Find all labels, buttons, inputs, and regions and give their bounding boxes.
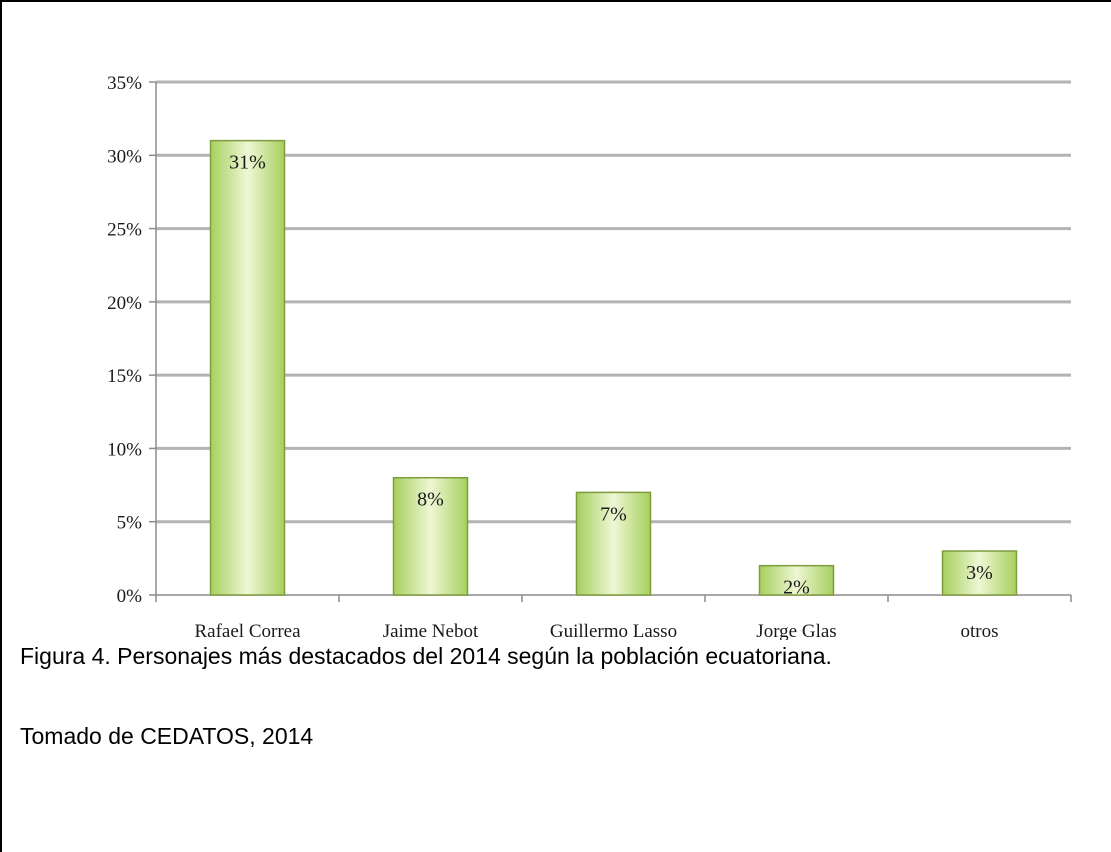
gridlines [156, 80, 1071, 524]
bar [392, 476, 469, 596]
y-tick-label: 35% [107, 73, 142, 94]
category-label: Jorge Glas [756, 621, 836, 640]
data-label: 3% [966, 562, 993, 584]
bar [758, 564, 835, 596]
figure-source: Tomado de CEDATOS, 2014 [20, 723, 314, 749]
y-tick-label: 10% [107, 439, 142, 460]
bar-chart: 0% 5% 10% 15% 20% 25% 30% 35% 31% 8% 7% 2% 3% Rafae… [107, 73, 1072, 640]
bar [575, 491, 652, 596]
y-tick-label: 25% [107, 220, 142, 241]
y-tick-labels: 0% 5% 10% 15% 20% 25% 30% 35% [107, 73, 142, 607]
bar [209, 139, 286, 596]
data-label: 8% [417, 489, 444, 511]
axes [149, 81, 1072, 602]
y-tick-label: 15% [107, 366, 142, 387]
y-tick-label: 5% [117, 513, 143, 534]
y-tick-label: 0% [117, 586, 143, 607]
category-label: otros [961, 621, 999, 640]
data-label: 31% [229, 152, 266, 174]
bars [209, 139, 1018, 596]
bar [941, 550, 1018, 596]
data-labels: 31% 8% 7% 2% 3% [229, 152, 993, 599]
y-tick-label: 30% [107, 146, 142, 167]
category-label: Guillermo Lasso [550, 621, 677, 640]
y-tick-label: 20% [107, 293, 142, 314]
data-label: 7% [600, 503, 627, 525]
data-label: 2% [783, 577, 810, 599]
figure-caption: Figura 4. Personajes más destacados del … [20, 643, 832, 669]
category-label: Jaime Nebot [383, 621, 479, 640]
category-label: Rafael Correa [194, 621, 301, 640]
category-labels: Rafael Correa Jaime Nebot Guillermo Lasso J… [194, 621, 998, 640]
